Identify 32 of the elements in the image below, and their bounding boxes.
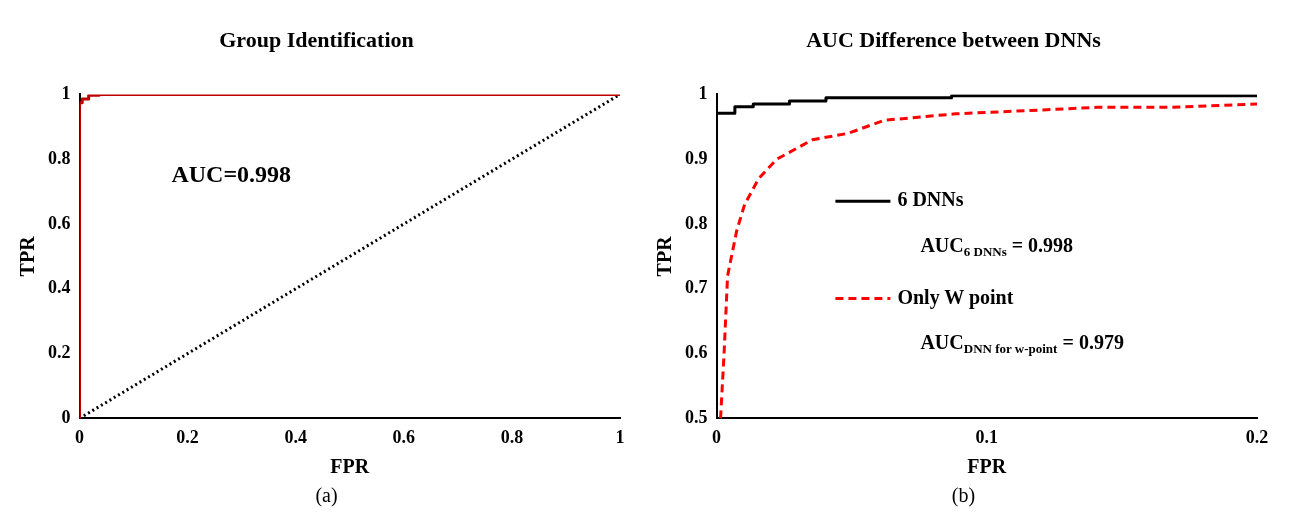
annotation: AUC=0.998	[171, 160, 292, 187]
y-tick-label: 0.9	[685, 147, 708, 168]
x-tick-label: 0	[712, 426, 721, 447]
x-tick-label: 0	[75, 426, 84, 447]
y-tick-label: 0.7	[685, 277, 708, 298]
legend-label: 6 DNNs	[897, 188, 964, 211]
y-tick-label: 0.8	[685, 212, 708, 233]
y-axis-title: TPR	[653, 235, 676, 277]
y-tick-label: 1	[698, 83, 708, 104]
y-tick-label: 1	[61, 83, 71, 104]
y-tick-label: 0	[61, 407, 71, 428]
text: (b)	[951, 484, 976, 507]
y-tick-label: 0.6	[48, 212, 71, 233]
text: (a)	[315, 484, 338, 507]
y-tick-label: 0.8	[48, 147, 71, 168]
chart-title: AUC Difference between DNNs	[806, 26, 1102, 52]
legend-label: Only W point	[897, 285, 1014, 309]
y-tick-label: 0.6	[685, 342, 708, 363]
chart-title: Group Identification	[219, 26, 414, 52]
x-axis-title: FPR	[967, 455, 1007, 478]
y-tick-label: 0.5	[685, 407, 708, 428]
x-tick-label: 0.2	[1245, 426, 1269, 447]
x-tick-label: 0.8	[500, 426, 524, 447]
y-tick-label: 0.4	[48, 277, 71, 298]
x-tick-label: 0.2	[176, 426, 199, 447]
x-tick-label: 0.6	[392, 426, 416, 447]
y-axis-title: TPR	[16, 235, 39, 277]
x-tick-label: 0.1	[975, 426, 998, 447]
x-tick-label: 0.4	[284, 426, 307, 447]
x-axis-title: FPR	[330, 455, 370, 478]
x-tick-label: 1	[615, 426, 625, 447]
y-tick-label: 0.2	[48, 342, 71, 363]
